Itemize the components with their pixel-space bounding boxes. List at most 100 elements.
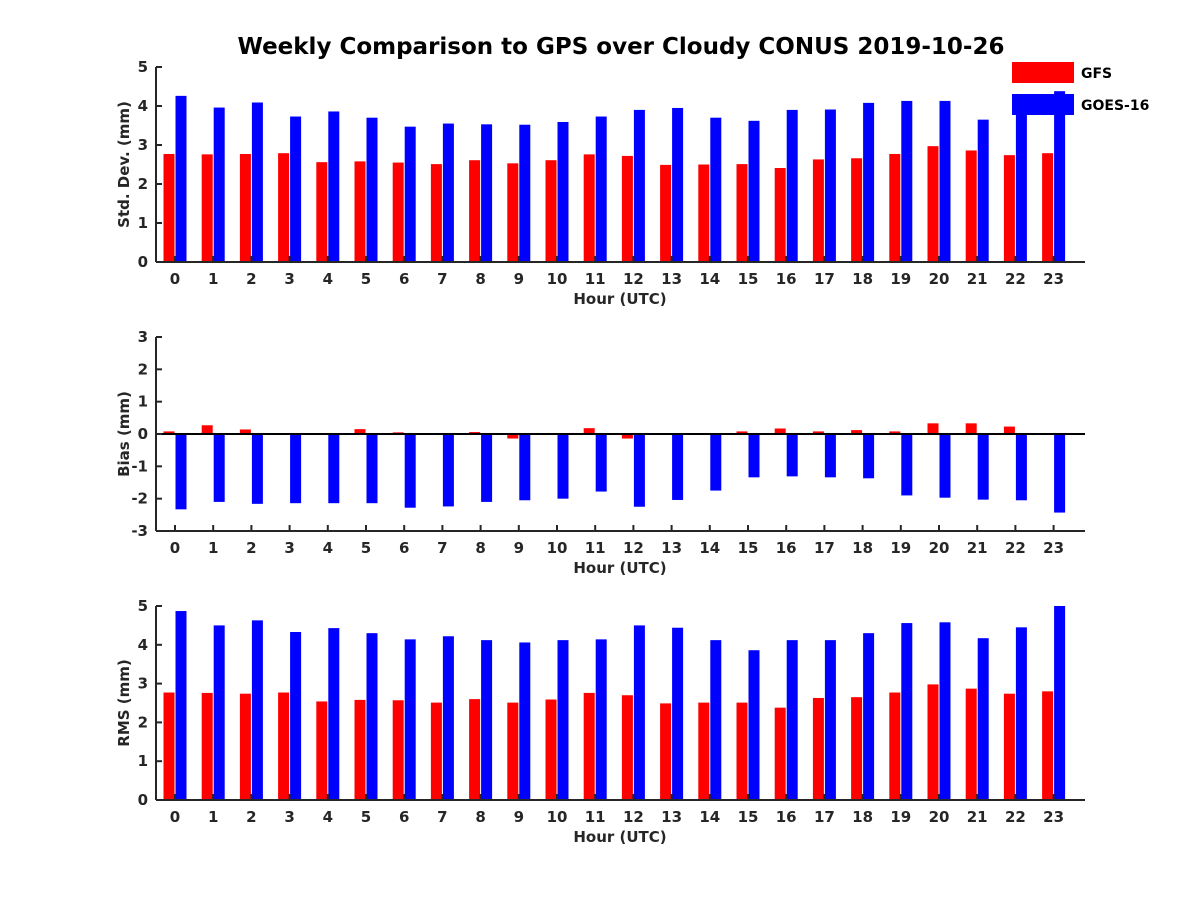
- bar-goes-16-hour-13: [672, 627, 684, 800]
- x-tick-label: 12: [623, 270, 644, 288]
- y-tick-label: 5: [138, 58, 148, 76]
- x-tick-label: 11: [585, 539, 606, 557]
- bar-goes-16-hour-4: [328, 628, 340, 800]
- y-axis-label: Std. Dev. (mm): [115, 101, 133, 228]
- x-tick-label: 12: [623, 808, 644, 826]
- bar-gfs-hour-17: [812, 697, 824, 800]
- bar-goes-16-hour-13: [672, 107, 684, 262]
- x-tick-label: 4: [323, 270, 333, 288]
- x-tick-label: 4: [323, 539, 333, 557]
- bar-gfs-hour-20: [927, 684, 939, 800]
- x-tick-label: 17: [814, 270, 835, 288]
- x-tick-label: 23: [1043, 808, 1064, 826]
- bar-goes-16-hour-14: [710, 117, 722, 262]
- x-tick-label: 0: [170, 808, 180, 826]
- x-axis-label: Hour (UTC): [573, 559, 666, 577]
- bar-goes-16-hour-20: [939, 434, 951, 498]
- x-tick-label: 14: [699, 539, 720, 557]
- bar-goes-16-hour-4: [328, 111, 340, 263]
- bar-gfs-hour-11: [583, 692, 595, 800]
- bar-goes-16-hour-21: [977, 638, 989, 800]
- bar-goes-16-hour-20: [939, 100, 951, 263]
- bar-gfs-hour-18: [851, 697, 863, 800]
- x-tick-label: 21: [967, 270, 988, 288]
- bar-goes-16-hour-8: [481, 124, 493, 262]
- bar-gfs-hour-9: [507, 163, 519, 262]
- x-tick-label: 23: [1043, 539, 1064, 557]
- bar-gfs-hour-21: [965, 688, 977, 800]
- x-tick-label: 11: [585, 270, 606, 288]
- bar-goes-16-hour-2: [251, 620, 263, 800]
- bar-gfs-hour-14: [698, 702, 710, 800]
- x-tick-label: 18: [852, 539, 873, 557]
- y-tick-label: 0: [138, 425, 148, 443]
- bar-goes-16-hour-6: [404, 126, 416, 262]
- bar-gfs-hour-5: [354, 429, 366, 434]
- x-tick-label: 23: [1043, 270, 1064, 288]
- bar-goes-16-hour-0: [175, 434, 187, 510]
- bar-gfs-hour-4: [316, 701, 328, 800]
- bar-gfs-hour-10: [545, 160, 557, 262]
- bar-gfs-hour-11: [583, 428, 595, 434]
- x-tick-label: 14: [699, 808, 720, 826]
- bar-gfs-hour-1: [201, 154, 213, 262]
- bar-gfs-hour-15: [736, 431, 748, 434]
- x-tick-label: 22: [1005, 270, 1026, 288]
- bar-gfs-hour-3: [278, 692, 290, 800]
- bar-goes-16-hour-17: [824, 640, 836, 800]
- bar-gfs-hour-0: [163, 692, 175, 800]
- x-tick-label: 7: [437, 270, 447, 288]
- bar-gfs-hour-12: [621, 434, 633, 439]
- x-tick-label: 15: [738, 808, 759, 826]
- bar-goes-16-hour-16: [786, 640, 798, 800]
- x-tick-label: 9: [514, 270, 524, 288]
- bar-goes-16-hour-3: [290, 632, 302, 800]
- x-tick-label: 5: [361, 539, 371, 557]
- bar-goes-16-hour-18: [863, 102, 875, 262]
- bar-gfs-hour-11: [583, 154, 595, 262]
- y-tick-label: 5: [138, 597, 148, 615]
- x-tick-label: 20: [929, 539, 950, 557]
- bar-goes-16-hour-10: [557, 434, 569, 499]
- x-tick-label: 10: [547, 808, 568, 826]
- x-tick-label: 19: [890, 270, 911, 288]
- bar-goes-16-hour-23: [1054, 434, 1066, 513]
- bar-goes-16-hour-7: [442, 636, 454, 800]
- x-tick-label: 21: [967, 808, 988, 826]
- bar-gfs-hour-21: [965, 150, 977, 262]
- legend-label-goes-16: GOES-16: [1081, 98, 1149, 114]
- x-axis-label: Hour (UTC): [573, 828, 666, 846]
- bar-gfs-hour-2: [239, 153, 251, 262]
- bar-gfs-hour-0: [163, 153, 175, 262]
- x-tick-label: 20: [929, 270, 950, 288]
- x-tick-label: 12: [623, 539, 644, 557]
- legend-swatch-gfs: [1012, 62, 1074, 83]
- bar-goes-16-hour-2: [251, 102, 263, 263]
- bar-gfs-hour-6: [392, 700, 404, 800]
- bar-goes-16-hour-10: [557, 121, 569, 263]
- x-tick-label: 13: [661, 270, 682, 288]
- x-tick-label: 2: [246, 270, 256, 288]
- x-tick-label: 11: [585, 808, 606, 826]
- bar-goes-16-hour-14: [710, 640, 722, 800]
- x-tick-label: 8: [475, 270, 485, 288]
- bar-gfs-hour-5: [354, 699, 366, 800]
- x-tick-label: 1: [208, 539, 218, 557]
- y-tick-label: 4: [138, 636, 148, 654]
- x-axis-label: Hour (UTC): [573, 290, 666, 308]
- bar-goes-16-hour-7: [442, 434, 454, 507]
- bar-goes-16-hour-11: [595, 434, 607, 492]
- x-tick-label: 9: [514, 808, 524, 826]
- bar-goes-16-hour-11: [595, 116, 607, 262]
- bar-goes-16-hour-22: [1015, 434, 1027, 501]
- x-tick-label: 0: [170, 270, 180, 288]
- y-tick-label: 2: [138, 175, 148, 193]
- x-tick-label: 15: [738, 270, 759, 288]
- bar-goes-16-hour-1: [213, 107, 225, 262]
- bar-goes-16-hour-15: [748, 434, 760, 478]
- x-tick-label: 17: [814, 808, 835, 826]
- bar-gfs-hour-15: [736, 164, 748, 262]
- y-tick-label: 1: [138, 214, 148, 232]
- x-tick-label: 8: [475, 808, 485, 826]
- bar-goes-16-hour-23: [1054, 606, 1066, 800]
